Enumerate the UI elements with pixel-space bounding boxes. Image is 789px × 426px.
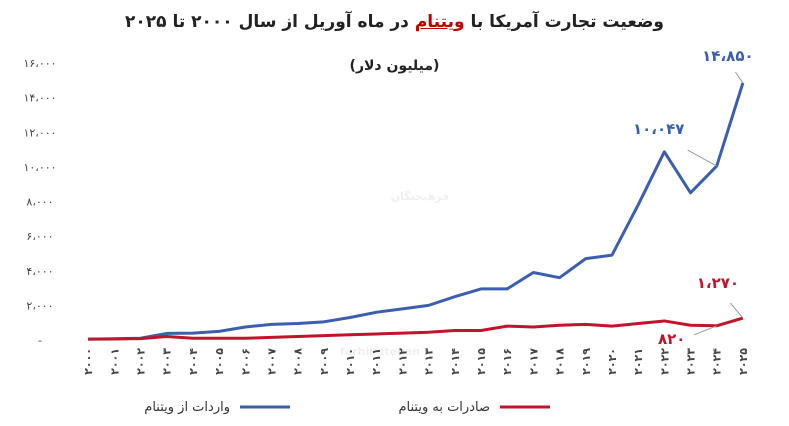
series-line: [88, 82, 745, 341]
legend-label: صادرات به ویتنام: [398, 400, 490, 415]
x-tick-label: ۲۰۲۴: [711, 348, 724, 375]
y-tick-label: ۲،۰۰۰: [26, 299, 53, 312]
leader-line: [730, 302, 744, 319]
leader-line: [687, 149, 717, 167]
x-tick-label: ۲۰۲۵: [737, 348, 750, 375]
x-tick-label: ۲۰۱۳: [423, 348, 436, 375]
x-tick-label: ۲۰۱۰: [344, 348, 357, 375]
y-tick-label: ۱۲،۰۰۰: [23, 126, 56, 139]
legend-label: واردات از ویتنام: [144, 400, 230, 415]
title-part: در ماه آوریل از سال ۲۰۰۰ تا ۲۰۲۵: [125, 12, 409, 32]
x-tick-label: ۲۰۰۲: [134, 348, 147, 375]
y-tick-label: ۱۴،۰۰۰: [23, 92, 56, 105]
y-tick-label: -: [38, 334, 42, 347]
leader-line: [734, 71, 744, 84]
x-tick-label: ۲۰۰۹: [318, 348, 331, 375]
x-tick-label: ۲۰۰۱: [108, 348, 121, 375]
x-tick-label: ۲۰۱۴: [449, 348, 462, 375]
x-tick-label: ۲۰۲۱: [632, 348, 645, 375]
x-tick-label: ۲۰۱۷: [527, 348, 540, 375]
x-tick-label: ۲۰۱۹: [580, 348, 593, 375]
value-label: ۱۰،۰۴۷: [633, 120, 684, 138]
x-tick-label: ۲۰۱۲: [396, 348, 409, 375]
series-line: [88, 316, 744, 341]
x-tick-label: ۲۰۱۸: [554, 348, 567, 375]
x-tick-label: ۲۰۰۵: [213, 348, 226, 375]
x-tick-label: ۲۰۱۱: [370, 348, 383, 375]
y-tick-label: ۱۶،۰۰۰: [23, 57, 56, 70]
y-tick-label: ۱۰،۰۰۰: [23, 161, 56, 174]
x-tick-label: ۲۰۰۳: [161, 348, 174, 375]
x-tick-label: ۲۰۰۰: [82, 348, 95, 375]
chart-subtitle: (میلیون دلار): [349, 58, 440, 74]
x-tick-label: ۲۰۰۷: [265, 348, 278, 375]
value-label: ۸۲۰: [658, 330, 685, 348]
x-tick-label: ۲۰۱۶: [501, 348, 514, 375]
value-label: ۱۴،۸۵۰: [702, 47, 753, 65]
title-part: وضعیت تجارت آمریکا با: [470, 12, 664, 32]
watermark: farhikhtegan: [340, 345, 420, 358]
y-tick-label: ۶،۰۰۰: [26, 230, 53, 243]
x-tick-label: ۲۰۲۲: [658, 348, 671, 375]
y-tick-label: ۴،۰۰۰: [26, 265, 53, 278]
watermark: فرهیختگان: [391, 190, 450, 203]
x-tick-label: ۲۰۰۶: [239, 348, 252, 375]
x-tick-label: ۲۰۰۴: [187, 348, 200, 375]
y-tick-label: ۸،۰۰۰: [26, 196, 53, 209]
x-tick-label: ۲۰۲۳: [685, 348, 698, 375]
title-highlight: ویتنام: [414, 12, 465, 32]
leader-line: [694, 325, 717, 336]
x-tick-label: ۲۰۰۸: [292, 348, 305, 375]
chart-title: وضعیت تجارت آمریکا با ویتنام در ماه آوری…: [0, 12, 789, 32]
x-tick-label: ۲۰۱۵: [475, 348, 488, 375]
x-tick-label: ۲۰۲۰: [606, 348, 619, 375]
value-label: ۱،۲۷۰: [697, 274, 739, 292]
